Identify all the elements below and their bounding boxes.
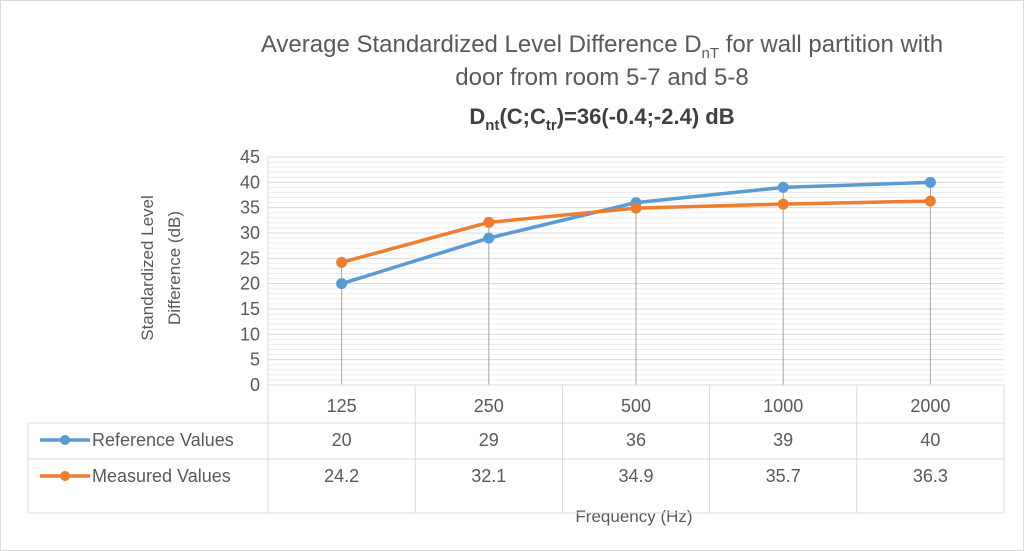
legend-label-reference: Reference Values — [92, 430, 234, 450]
data-point-reference — [777, 181, 789, 193]
data-point-measured — [924, 195, 936, 207]
data-table: 125 250 500 1000 2000 Reference Values 20 29 36 3… — [27, 384, 1005, 514]
y-tick-label: 5 — [250, 350, 260, 370]
data-point-reference — [924, 176, 936, 188]
y-tick-label: 40 — [240, 172, 260, 192]
series-layer — [336, 176, 936, 290]
chart-title-line-1: Average Standardized Level Difference Dn… — [261, 31, 943, 62]
y-tick-label: 20 — [240, 274, 260, 294]
data-point-measured — [630, 202, 642, 214]
table-cell-value: 40 — [920, 430, 940, 450]
table-cell-value: 20 — [332, 430, 352, 450]
x-category-label: 1000 — [763, 396, 803, 416]
table-cell-value: 39 — [773, 430, 793, 450]
x-category-label: 125 — [327, 396, 357, 416]
chart-title-line-3: Dnt(C;Ctr)=36(-0.4;-2.4) dB — [469, 104, 734, 134]
legend-marker-reference — [60, 435, 70, 445]
data-point-measured — [777, 198, 789, 210]
data-point-reference — [336, 278, 348, 290]
y-tick-label: 35 — [240, 198, 260, 218]
table-cell-value: 34.9 — [618, 466, 653, 486]
x-category-label: 250 — [474, 396, 504, 416]
legend-label-measured: Measured Values — [92, 466, 231, 486]
y-tick-label: 10 — [240, 324, 260, 344]
y-tick-labels: 0 5 10 15 20 25 30 35 40 45 — [240, 147, 260, 395]
x-category-label: 2000 — [910, 396, 950, 416]
y-tick-label: 0 — [250, 375, 260, 395]
table-cell-value: 32.1 — [471, 466, 506, 486]
table-cell-value: 29 — [479, 430, 499, 450]
table-cell-value: 36.3 — [913, 466, 948, 486]
y-tick-label: 25 — [240, 248, 260, 268]
y-axis-label-line-2: Difference (dB) — [165, 211, 184, 325]
y-tick-label: 45 — [240, 147, 260, 167]
data-point-measured — [483, 216, 495, 228]
y-tick-label: 15 — [240, 299, 260, 319]
table-cell-value: 24.2 — [324, 466, 359, 486]
x-category-label: 500 — [621, 396, 651, 416]
table-cell-value: 35.7 — [766, 466, 801, 486]
legend-marker-measured — [60, 471, 70, 481]
data-point-measured — [336, 256, 348, 268]
table-cell-value: 36 — [626, 430, 646, 450]
x-axis-label: Frequency (Hz) — [575, 507, 692, 526]
data-point-reference — [483, 232, 495, 244]
chart-title-line-2: door from room 5-7 and 5-8 — [455, 64, 748, 91]
y-tick-label: 30 — [240, 223, 260, 243]
y-axis-label-line-1: Standardized Level — [138, 195, 157, 341]
